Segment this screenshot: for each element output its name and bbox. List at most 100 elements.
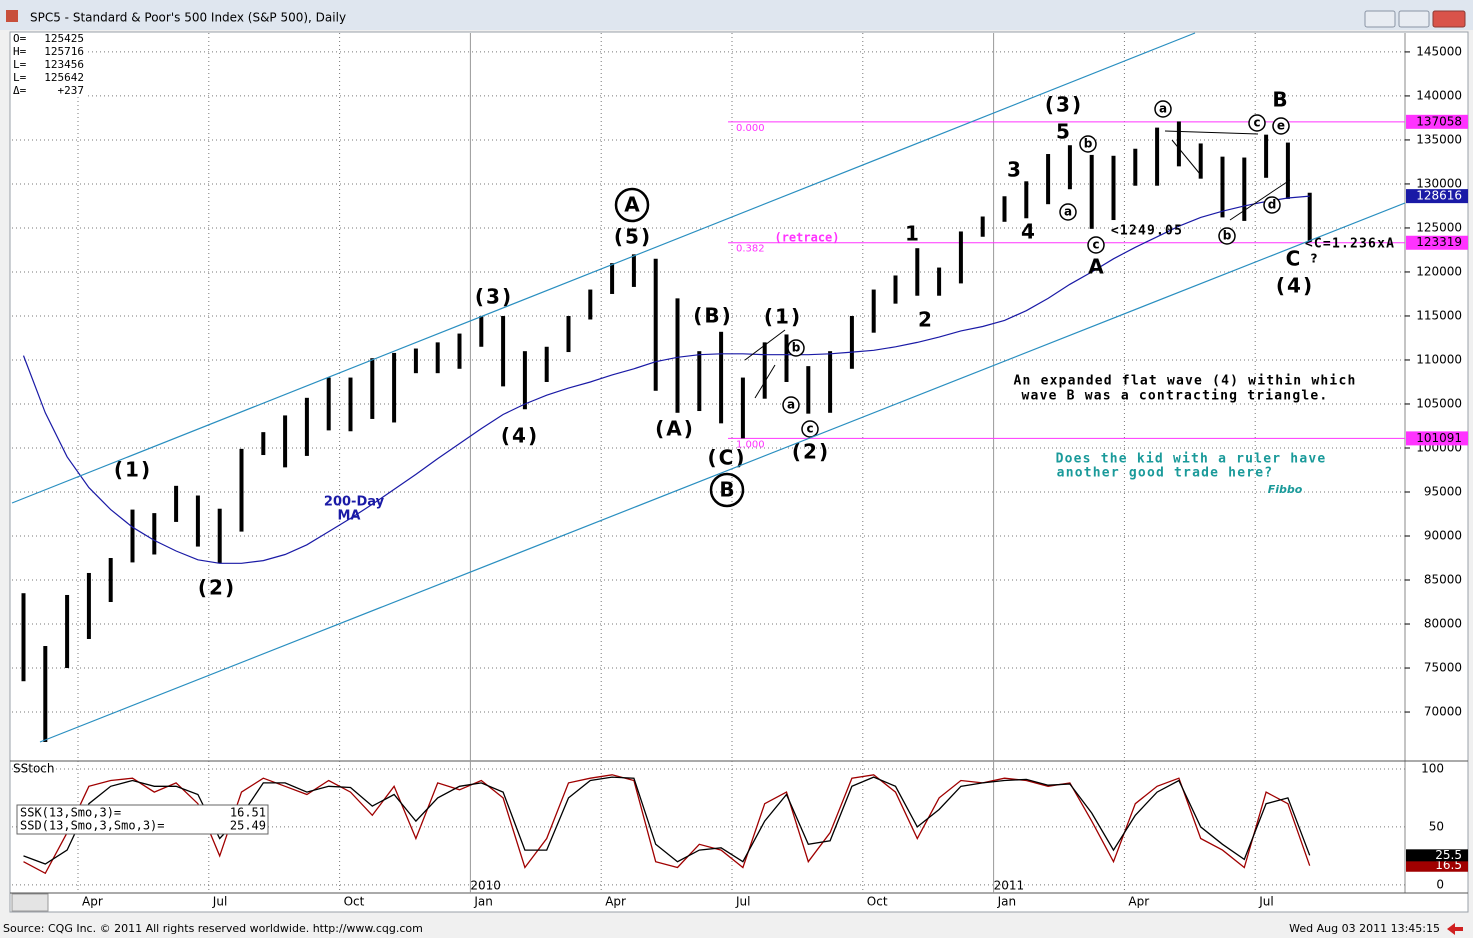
price-bar <box>130 509 135 563</box>
fib-label: 0.382 <box>736 244 765 255</box>
minimize-button[interactable] <box>1364 10 1396 28</box>
price-bar <box>610 263 615 294</box>
price-bar <box>566 315 571 353</box>
scroll-button[interactable] <box>11 893 49 912</box>
price-bar <box>697 351 702 412</box>
price-box-label: 137058 <box>1416 114 1462 128</box>
wave-label: (B) <box>693 304 733 328</box>
annotation: another good trade here? <box>1057 466 1274 481</box>
wave-label: (4) <box>1276 274 1314 298</box>
label-circle <box>1272 117 1290 135</box>
x-tick-label: Jul <box>735 895 750 909</box>
price-bar <box>1067 145 1072 190</box>
sub-wave-label: b <box>1084 137 1093 151</box>
price-box <box>1406 189 1468 204</box>
price-bar <box>326 377 331 431</box>
price-bar <box>719 331 724 424</box>
sub-wave-label: c <box>1253 116 1260 130</box>
price-bar <box>893 275 898 304</box>
wave-label: 4 <box>1021 220 1037 244</box>
label-circle <box>1218 227 1236 245</box>
maximize-button[interactable] <box>1398 10 1430 28</box>
price-bar <box>1242 157 1247 221</box>
wave-label: A <box>1088 255 1105 279</box>
price-box <box>1406 235 1468 250</box>
annotation: wave B was a contracting triangle. <box>1022 389 1329 404</box>
value-box <box>1406 849 1468 862</box>
label-circle <box>614 187 650 223</box>
info-name: O= <box>13 32 27 45</box>
wave-label: C <box>1286 247 1303 271</box>
price-bar <box>828 351 833 413</box>
y-tick-label: 0 <box>1436 877 1444 891</box>
price-bar <box>1089 154 1094 229</box>
y-tick-label: 130000 <box>1416 176 1462 190</box>
wedge-line <box>754 364 776 399</box>
price-bar <box>1285 142 1290 199</box>
title-bar <box>0 0 1473 30</box>
price-bar <box>43 646 48 742</box>
wave-label: A <box>624 193 640 217</box>
wave-label: (2) <box>792 440 830 464</box>
price-box-label: 101091 <box>1416 431 1462 445</box>
y-tick-label: 140000 <box>1416 88 1462 102</box>
wave-label: 2 <box>918 308 934 332</box>
price-bar <box>871 289 876 333</box>
wave-label: 3 <box>1007 158 1023 182</box>
sub-wave-label: a <box>1064 205 1072 219</box>
annotation: <1249.05 <box>1111 224 1183 239</box>
annotation: <C=1.236xA <box>1305 237 1395 252</box>
price-bar <box>1176 121 1181 167</box>
price-bar <box>1220 156 1225 218</box>
price-bar <box>348 377 353 432</box>
plot: 7000075000800008500090000950001000001050… <box>11 32 1468 909</box>
price-bar <box>479 315 484 347</box>
price-bar <box>1264 134 1269 178</box>
price-bar <box>806 366 811 414</box>
back-arrow-icon[interactable] <box>1447 923 1463 935</box>
y-tick-label: 50 <box>1429 819 1444 833</box>
wave-label: B <box>1272 88 1289 112</box>
price-bar <box>65 594 70 669</box>
label-circle <box>787 339 805 357</box>
sub-wave-label: e <box>1277 119 1285 133</box>
window-title: SPC5 - Standard & Poor's 500 Index (S&P … <box>30 11 346 25</box>
price-bar <box>152 513 157 555</box>
price-bar <box>980 216 985 237</box>
info-value: 125642 <box>44 71 84 84</box>
price-bar <box>522 351 527 410</box>
price-bar <box>1133 148 1138 186</box>
triangle-line <box>1164 130 1259 135</box>
x-tick-label: Jul <box>212 895 227 909</box>
wave-label: (1) <box>764 305 802 329</box>
legend-value: 16.51 <box>230 806 266 820</box>
price-bar <box>261 432 266 456</box>
close-button[interactable] <box>1432 10 1466 28</box>
wave-label: 1 <box>905 222 921 246</box>
label-circle <box>782 396 800 414</box>
y-tick-label: 110000 <box>1416 352 1462 366</box>
app-icon <box>6 10 18 22</box>
wave-label: B <box>719 478 734 502</box>
year-label: 2010 <box>470 879 501 893</box>
price-bar <box>1155 127 1160 186</box>
channel-line <box>11 32 1196 504</box>
label-circle <box>1059 203 1077 221</box>
info-box <box>11 33 85 97</box>
info-value: 123456 <box>44 58 84 71</box>
y-tick-label: 100 <box>1421 761 1444 775</box>
ma-label: MA <box>338 509 361 524</box>
wave-label: (A) <box>655 417 695 441</box>
x-tick-label: Jul <box>1258 895 1273 909</box>
label-circle <box>1154 100 1172 118</box>
wave-label: (C) <box>708 446 747 470</box>
fib-label: 1.000 <box>736 439 765 450</box>
price-bar <box>1111 155 1116 221</box>
price-bar <box>1046 154 1051 205</box>
price-bar <box>108 558 113 603</box>
y-tick-label: 70000 <box>1424 705 1462 719</box>
annotation: An expanded flat wave (4) within which <box>1013 374 1356 389</box>
stoch-legend <box>16 804 269 835</box>
price-bar <box>762 342 767 399</box>
